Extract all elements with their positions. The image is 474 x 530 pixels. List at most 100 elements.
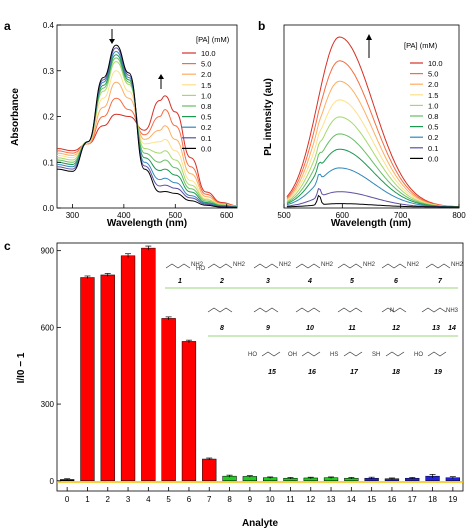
legend-label: 0.1 (428, 144, 438, 153)
x-tick-label: 500 (169, 211, 183, 220)
structure-number: 12 (392, 325, 400, 332)
legend-label: 0.5 (201, 113, 211, 122)
legend-label: 0.0 (428, 154, 438, 163)
bar (161, 318, 176, 482)
structure-text: NH3 (446, 308, 459, 314)
structure-number: 7 (438, 278, 443, 285)
structure-drawing (427, 351, 447, 357)
amine-structure-drawing (337, 263, 363, 269)
x-tick-label: 1 (85, 495, 90, 504)
x-tick-label: 500 (277, 211, 291, 220)
legend-label: 1.0 (201, 91, 211, 100)
x-tick-label: 9 (248, 495, 253, 504)
x-tick-label: 8 (227, 495, 232, 504)
amine-structure-drawing (381, 263, 407, 269)
structure-number: 13 (432, 325, 440, 332)
x-tick-label: 600 (220, 211, 234, 220)
structure-text: HO (248, 352, 257, 358)
pl-series-line (286, 36, 459, 208)
selectivity-bar-chart: 0 1 2 3 4 5 6 7 8 9 10 11 12 13 14 15 16 17 18 190300600900… (16, 242, 464, 529)
amine-structure-drawing (207, 307, 233, 313)
x-tick-label: 19 (448, 495, 457, 504)
panel-letter-b: b (258, 19, 265, 33)
absorbance-series-group (56, 44, 238, 208)
x-tick-label: 14 (347, 495, 356, 504)
x-tick-label: 3 (126, 495, 131, 504)
absorbance-series-line (56, 81, 238, 207)
bar (100, 274, 115, 482)
structure-number: 5 (350, 278, 354, 285)
x-tick-label: 4 (146, 495, 151, 504)
structure-text: NH2 (321, 262, 334, 268)
pl-series-line (286, 194, 459, 208)
legend-label: 10.0 (428, 59, 443, 68)
structure-number: 15 (268, 369, 276, 376)
structure-text: HO (414, 352, 423, 358)
structure-text: N (390, 308, 394, 314)
y-tick-label: 600 (41, 323, 55, 332)
y-tick-label: 0.0 (43, 204, 55, 213)
legend-label: 0.8 (428, 112, 438, 121)
legend-label: 0.2 (428, 133, 438, 142)
structure-number: 3 (266, 278, 270, 285)
legend-label: 1.5 (201, 81, 211, 90)
structure-number: 16 (308, 369, 316, 376)
pl-y-axis-title: PL intensity (au) (263, 78, 274, 156)
panel-letter-c: c (4, 239, 11, 253)
pl-legend: [PA] (mM) 10.0 5.02.0 1.51.0 0.8 0.50.2 0.10.0 (404, 41, 443, 163)
x-tick-label: 17 (408, 495, 417, 504)
structure-number: 2 (219, 278, 224, 285)
legend-label: 5.0 (428, 70, 438, 79)
selectivity-y-axis-title: I/I0 − 1 (16, 352, 27, 383)
structure-number: 19 (434, 369, 442, 376)
structure-text: NH2 (451, 262, 464, 268)
structure-text: SH (372, 352, 380, 358)
y-tick-label: 0.4 (43, 21, 55, 30)
legend-title: [PA] (mM) (404, 41, 438, 50)
amine-structure-drawing (337, 307, 363, 313)
absorbance-x-axis-title: Wavelength (nm) (107, 218, 187, 229)
y-tick-label: 0.1 (43, 158, 55, 167)
x-tick-label: 600 (336, 211, 350, 220)
x-tick-label: 15 (367, 495, 376, 504)
amine-structure-drawing (421, 307, 447, 313)
legend-title: [PA] (mM) (196, 35, 230, 44)
panel-letter-a: a (4, 19, 11, 33)
bar (202, 458, 217, 482)
structure-text: HS (330, 352, 338, 358)
pl-series-line (286, 60, 459, 208)
legend-label: 0.5 (428, 123, 438, 132)
amine-structure-drawing (253, 307, 279, 313)
amine-structure-drawing (425, 263, 451, 269)
y-tick-label: 900 (41, 247, 55, 256)
x-tick-label: 400 (117, 211, 131, 220)
structure-text: NH2 (191, 262, 204, 268)
structure-number: 14 (448, 325, 456, 332)
amine-structure-drawing (207, 263, 233, 269)
x-tick-label: 11 (286, 495, 295, 504)
amine-structure-drawing (381, 307, 407, 313)
x-tick-label: 7 (207, 495, 212, 504)
pl-series-group (286, 36, 459, 208)
selectivity-bars (59, 245, 461, 482)
absorbance-y-axis-title: Absorbance (10, 88, 21, 146)
amine-structure-drawing (295, 307, 321, 313)
structure-drawing (343, 351, 363, 357)
structure-text: OH (288, 352, 297, 358)
absorbance-legend: [PA] (mM) 10.0 5.02.0 1.51.0 0.8 0.50.2 0.10.0 (182, 35, 230, 153)
x-tick-label: 10 (266, 495, 275, 504)
pl-series-line (286, 148, 459, 208)
structure-number: 17 (350, 369, 359, 376)
x-tick-label: 6 (187, 495, 192, 504)
x-tick-label: 2 (106, 495, 111, 504)
x-tick-label: 300 (66, 211, 80, 220)
x-tick-label: 18 (428, 495, 437, 504)
absorbance-up-arrow (158, 74, 164, 89)
structure-drawing (385, 351, 405, 357)
structure-drawing (301, 351, 321, 357)
legend-label: 0.8 (201, 102, 211, 111)
